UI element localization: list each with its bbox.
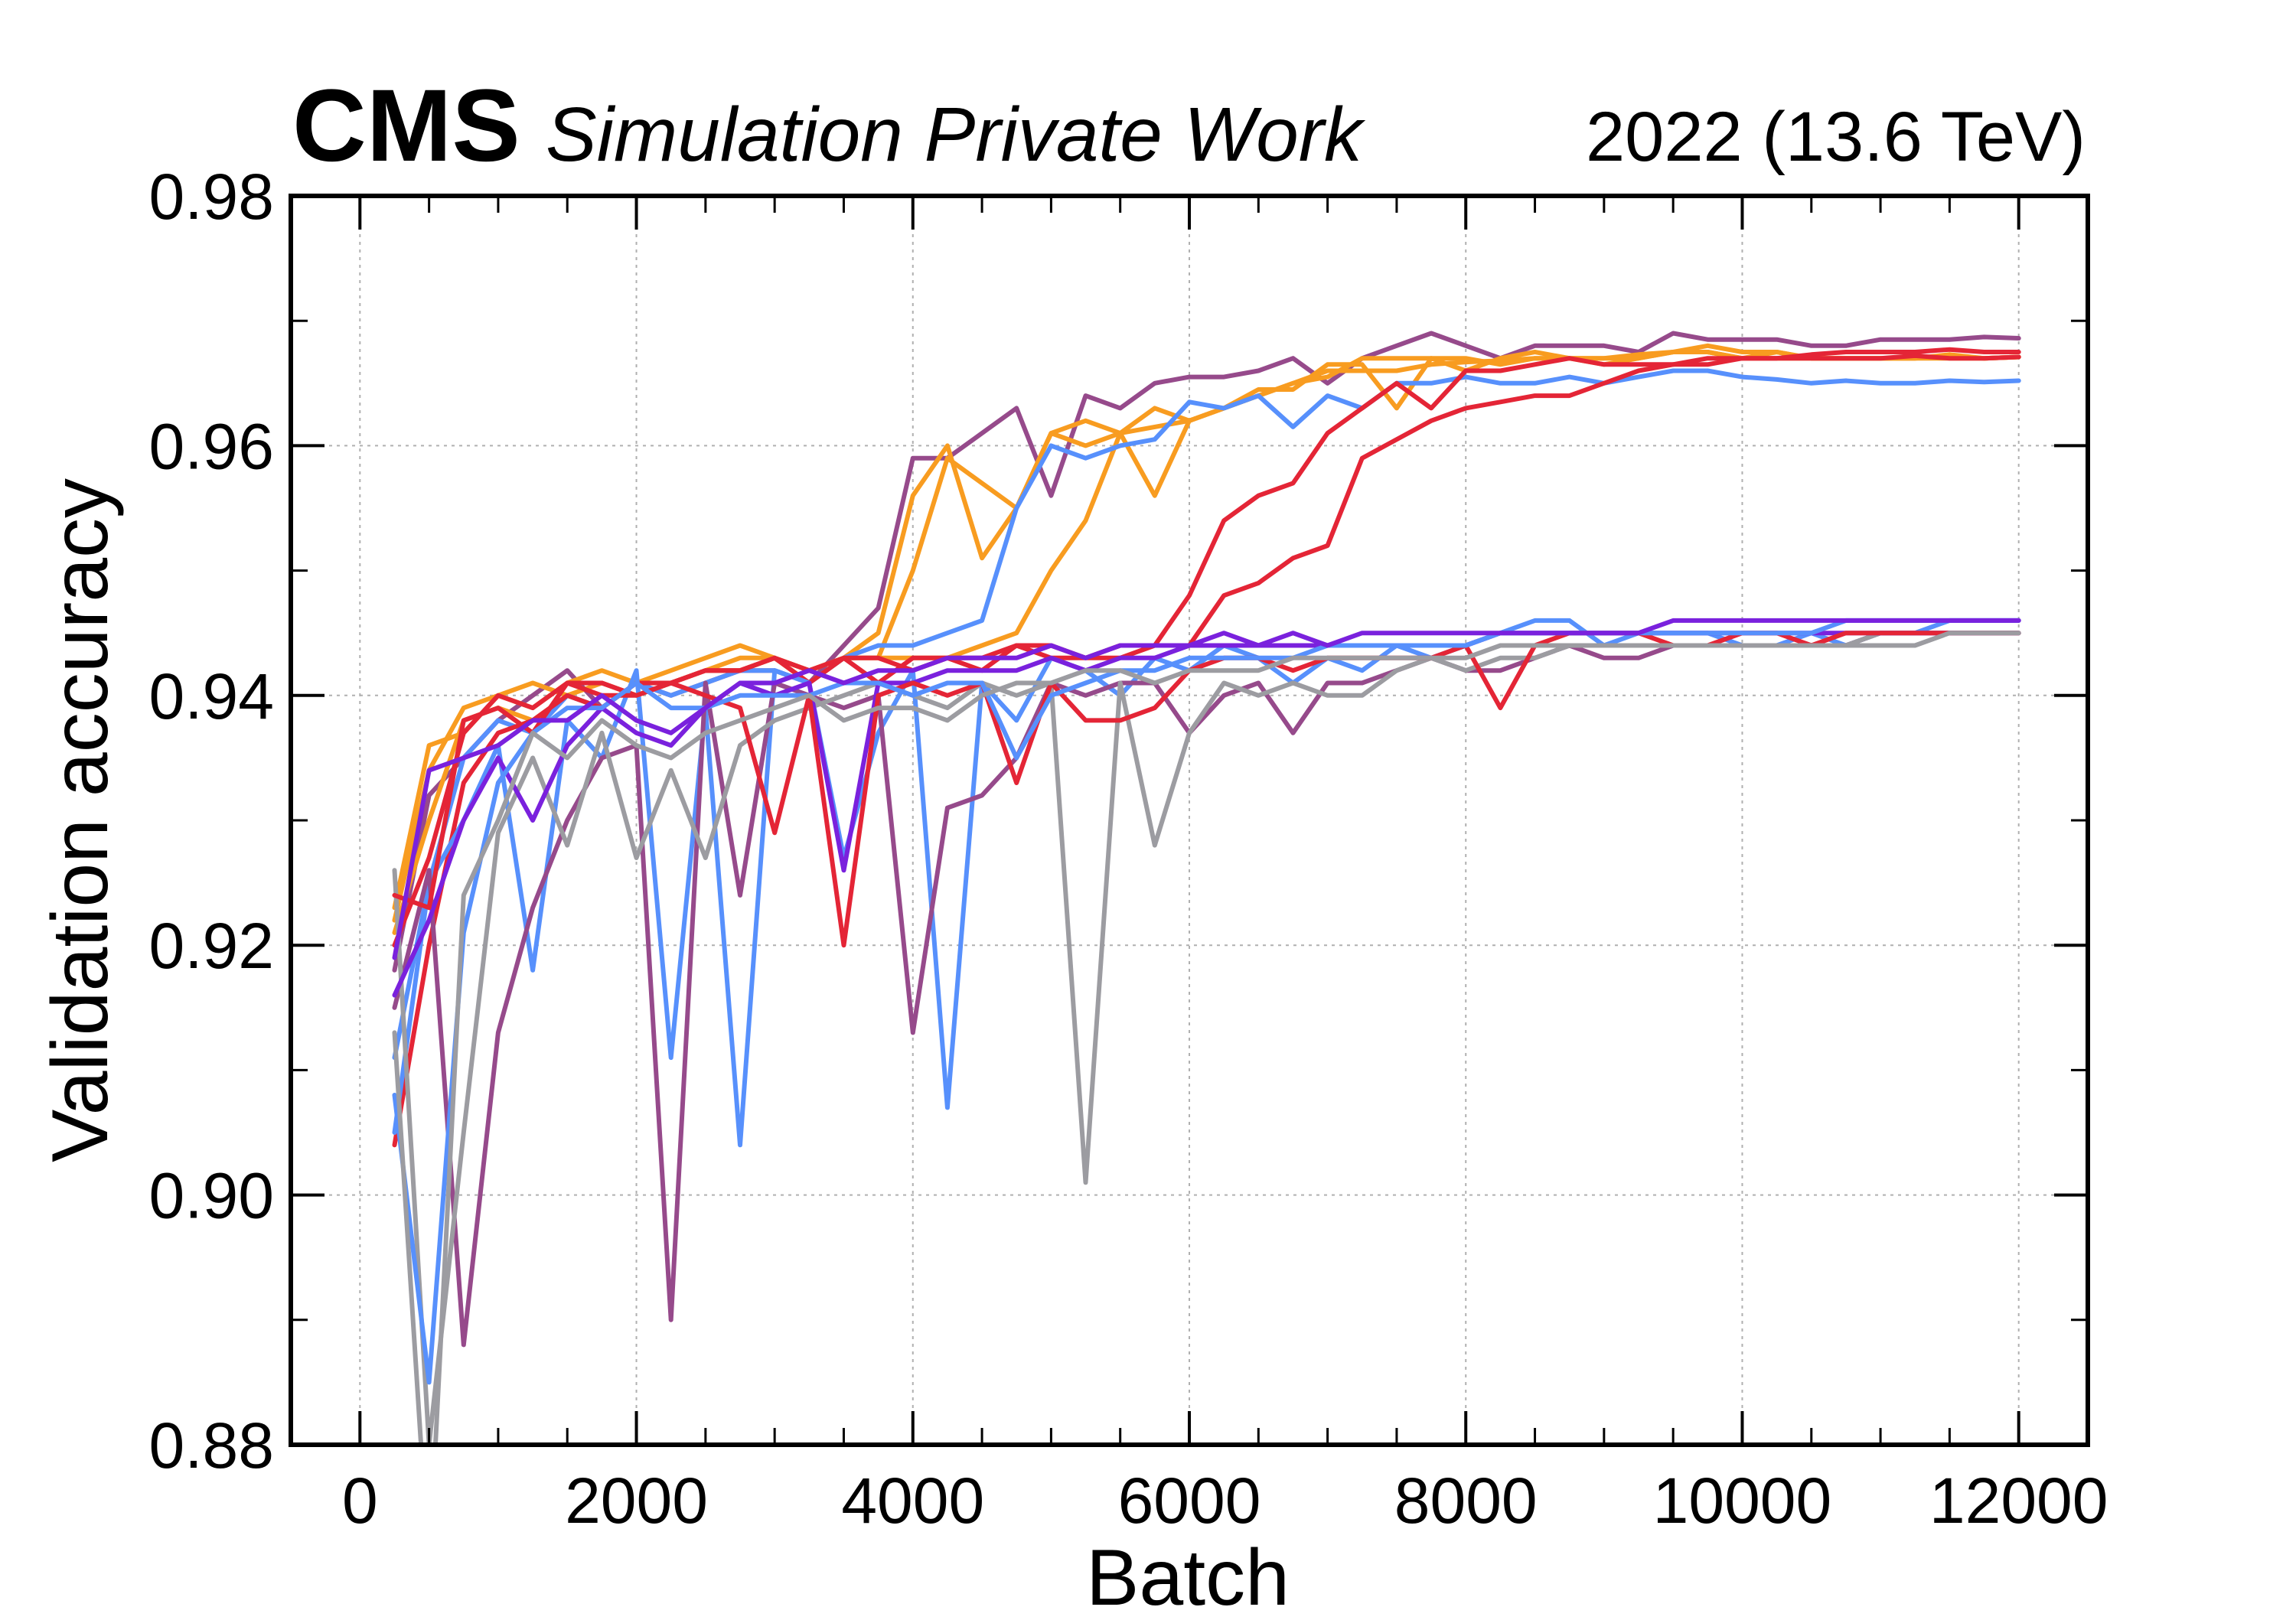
qualifier-label: Simulation Private Work — [546, 92, 1366, 178]
y-tick-label-0: 0.88 — [149, 1410, 275, 1482]
y-tick-label-5: 0.98 — [149, 161, 275, 233]
x-axis-label: Batch — [1086, 1534, 1290, 1607]
lumi-energy-label: 2022 (13.6 TeV) — [1586, 98, 2086, 176]
plot-frame — [289, 194, 2090, 1447]
experiment-label: CMS — [292, 69, 520, 183]
y-axis-label: Validation accuracy — [36, 478, 125, 1162]
x-tick-label-0: 0 — [342, 1465, 378, 1537]
x-tick-label-5: 10000 — [1653, 1465, 1832, 1537]
y-tick-label-1: 0.90 — [149, 1160, 275, 1232]
series-line-14 — [392, 618, 2021, 960]
series-line-12 — [392, 618, 2021, 1385]
x-tick-label-3: 6000 — [1118, 1465, 1261, 1537]
y-tick-label-3: 0.94 — [149, 660, 275, 732]
y-tick-label-2: 0.92 — [149, 910, 275, 982]
x-tick-label-2: 4000 — [841, 1465, 984, 1537]
series-line-4 — [392, 368, 2021, 1061]
x-tick-label-6: 12000 — [1929, 1465, 2108, 1537]
series-line-13 — [392, 631, 2021, 1445]
y-tick-label-4: 0.96 — [149, 410, 275, 482]
x-tick-label-1: 2000 — [565, 1465, 708, 1537]
axis-ticks: 0 2000 4000 6000 8000 10000 12000 0.88 0.90 0.92 0… — [149, 161, 2108, 1537]
series-lines — [392, 331, 2021, 1445]
x-tick-label-4: 8000 — [1394, 1465, 1538, 1537]
